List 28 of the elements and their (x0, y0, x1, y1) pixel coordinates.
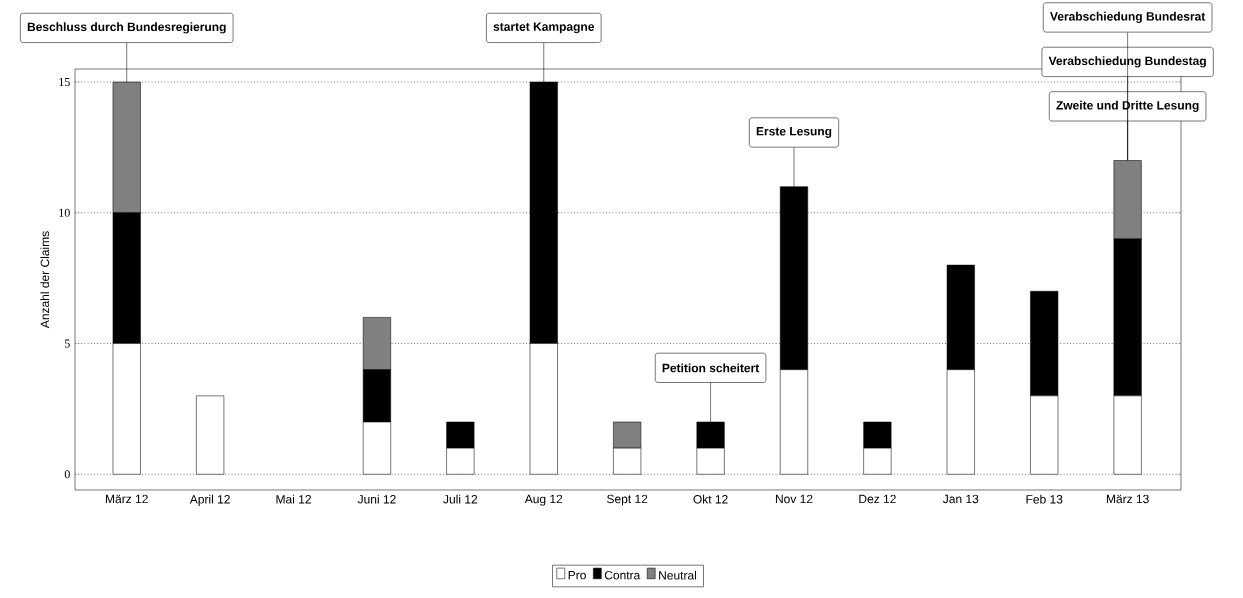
annotation: Erste Lesung (756, 127, 832, 138)
x-tick-label: Dez 12 (859, 494, 896, 504)
x-tick-label: Juni 12 (357, 494, 396, 504)
legend-label: Neutral (659, 570, 697, 580)
annotation: Beschluss durch Bundesregierung (27, 22, 226, 34)
legend-label: Pro (568, 570, 586, 580)
legend-label: Contra (604, 570, 641, 580)
x-tick-label: März 13 (1106, 494, 1149, 504)
x-tick-label: Aug 12 (524, 494, 563, 506)
annotation: Petition scheitert (662, 363, 760, 373)
y-tick-label: 5 (64, 339, 70, 348)
x-tick-label: Nov 12 (775, 494, 813, 504)
x-tick-label: Okt 12 (693, 494, 728, 504)
annotation: startet Kampagne (493, 22, 595, 34)
x-tick-label: Jan 13 (942, 494, 979, 504)
annotation: Verabschiedung Bundestag (1048, 56, 1206, 68)
y-tick-label: 10 (59, 208, 70, 217)
x-tick-label: Mai 12 (276, 494, 311, 504)
annotation: Verabschiedung Bundesrat (1050, 11, 1206, 24)
x-tick-label: Sept 12 (607, 494, 648, 506)
x-tick-label: Feb 13 (1026, 494, 1063, 504)
bar (196, 395, 225, 475)
y-tick-label: 0 (64, 470, 70, 479)
y-axis-title: Anzahl der Claims (40, 231, 50, 329)
y-tick-label: 15 (59, 78, 70, 87)
x-tick-label: April 12 (189, 494, 230, 506)
x-tick-label: März 12 (106, 494, 148, 504)
x-tick-label: Juli 12 (443, 494, 478, 504)
